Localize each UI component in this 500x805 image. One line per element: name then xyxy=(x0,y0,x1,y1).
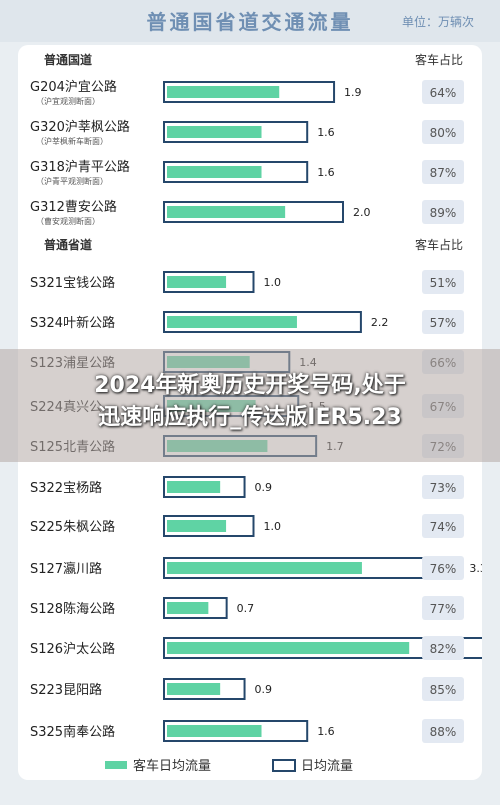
bar-value-label: 1.6 xyxy=(317,725,335,738)
road-name: S324叶新公路 xyxy=(30,315,115,331)
bus-share-badge xyxy=(422,677,464,701)
bar-bus-fill xyxy=(167,166,262,178)
bus-share-badge xyxy=(422,160,464,184)
bar-value-label: 0.9 xyxy=(255,481,272,494)
header-bar: 普通国省道交通流量 单位：万辆次 xyxy=(0,0,500,42)
bar-bus-fill xyxy=(167,481,221,493)
column-header-bus-share: 客车占比 xyxy=(415,237,463,252)
bar-value-label: 1.0 xyxy=(264,520,282,533)
bar-value-label: 2.0 xyxy=(353,206,371,219)
banner-line-2: 迅速响应执行_传达版IER5.23 xyxy=(98,405,402,430)
bus-share-badge xyxy=(422,719,464,743)
road-name: G204沪宜公路 xyxy=(30,79,117,95)
bus-share-value: 87% xyxy=(430,166,457,180)
bar-value-label: 2.2 xyxy=(371,316,389,329)
banner-line-1: 2024年新奥历史开奖号码,处于 xyxy=(94,373,406,398)
legend-swatch-total xyxy=(272,759,296,772)
bus-share-badge xyxy=(422,556,464,580)
bus-share-badge xyxy=(422,475,464,499)
road-name: S128陈海公路 xyxy=(30,601,115,617)
bus-share-badge xyxy=(422,80,464,104)
road-subtitle: （沪青平观测断面） xyxy=(36,176,108,186)
road-subtitle: （沪莘枫新车断面） xyxy=(36,136,108,146)
road-subtitle: （曹安观测断面） xyxy=(36,216,100,226)
road-name: G312曹安公路 xyxy=(30,199,117,215)
bus-share-value: 57% xyxy=(430,316,457,330)
section-title: 普通国道 xyxy=(44,52,92,67)
bus-share-badge xyxy=(422,636,464,660)
bar-value-label: 1.9 xyxy=(344,86,362,99)
bus-share-value: 88% xyxy=(430,725,457,739)
bar-bus-fill xyxy=(167,276,227,288)
section-title: 普通省道 xyxy=(44,237,92,252)
bus-share-value: 74% xyxy=(430,520,457,534)
road-name: S223昆阳路 xyxy=(30,682,102,698)
overlay-banner: 2024年新奥历史开奖号码,处于 迅速响应执行_传达版IER5.23 xyxy=(0,349,500,462)
legend-swatch-bus xyxy=(105,761,127,769)
bus-share-badge xyxy=(422,200,464,224)
road-name: S127瀛川路 xyxy=(30,561,102,577)
bar-value-label: 1.6 xyxy=(317,166,335,179)
bus-share-value: 51% xyxy=(430,276,457,290)
bus-share-value: 82% xyxy=(430,642,457,656)
bar-bus-fill xyxy=(167,126,262,138)
bus-share-badge xyxy=(422,120,464,144)
bar-bus-fill xyxy=(167,725,262,737)
road-name: G318沪青平公路 xyxy=(30,159,130,175)
bus-share-value: 73% xyxy=(430,481,457,495)
bar-value-label: 1.6 xyxy=(317,126,335,139)
bar-value-label: 3.3 xyxy=(469,562,482,575)
bus-share-badge xyxy=(422,270,464,294)
legend-label-total: 日均流量 xyxy=(301,759,353,774)
bar-bus-fill xyxy=(167,562,362,574)
bar-bus-fill xyxy=(167,316,297,328)
bus-share-value: 64% xyxy=(430,86,457,100)
bar-bus-fill xyxy=(167,206,286,218)
unit-label: 单位：万辆次 xyxy=(401,15,474,29)
bus-share-value: 85% xyxy=(430,683,457,697)
bus-share-value: 89% xyxy=(430,206,457,220)
bus-share-value: 80% xyxy=(430,126,457,140)
bar-value-label: 1.0 xyxy=(264,276,282,289)
bar-bus-fill xyxy=(167,86,280,98)
bus-share-badge xyxy=(422,514,464,538)
bar-bus-fill xyxy=(167,683,221,695)
road-name: S225朱枫公路 xyxy=(30,519,115,535)
bar-value-label: 0.9 xyxy=(255,683,272,696)
bus-share-badge xyxy=(422,596,464,620)
bar-value-label: 0.7 xyxy=(237,602,255,615)
road-name: G320沪莘枫公路 xyxy=(30,119,130,135)
bar-bus-fill xyxy=(167,520,227,532)
road-name: S325南奉公路 xyxy=(30,724,115,740)
legend-label-bus: 客车日均流量 xyxy=(133,758,211,774)
bus-share-value: 77% xyxy=(430,602,457,616)
column-header-bus-share: 客车占比 xyxy=(415,52,463,67)
bus-share-value: 76% xyxy=(430,562,457,576)
bus-share-badge xyxy=(422,310,464,334)
road-name: S322宝杨路 xyxy=(30,480,102,496)
road-name: S321宝钱公路 xyxy=(30,275,115,291)
road-name: S126沪太公路 xyxy=(30,641,115,657)
road-subtitle: （沪宜观测断面） xyxy=(36,96,100,106)
bar-bus-fill xyxy=(167,602,209,614)
bar-bus-fill xyxy=(167,642,410,654)
page-title: 普通国省道交通流量 xyxy=(146,10,354,34)
